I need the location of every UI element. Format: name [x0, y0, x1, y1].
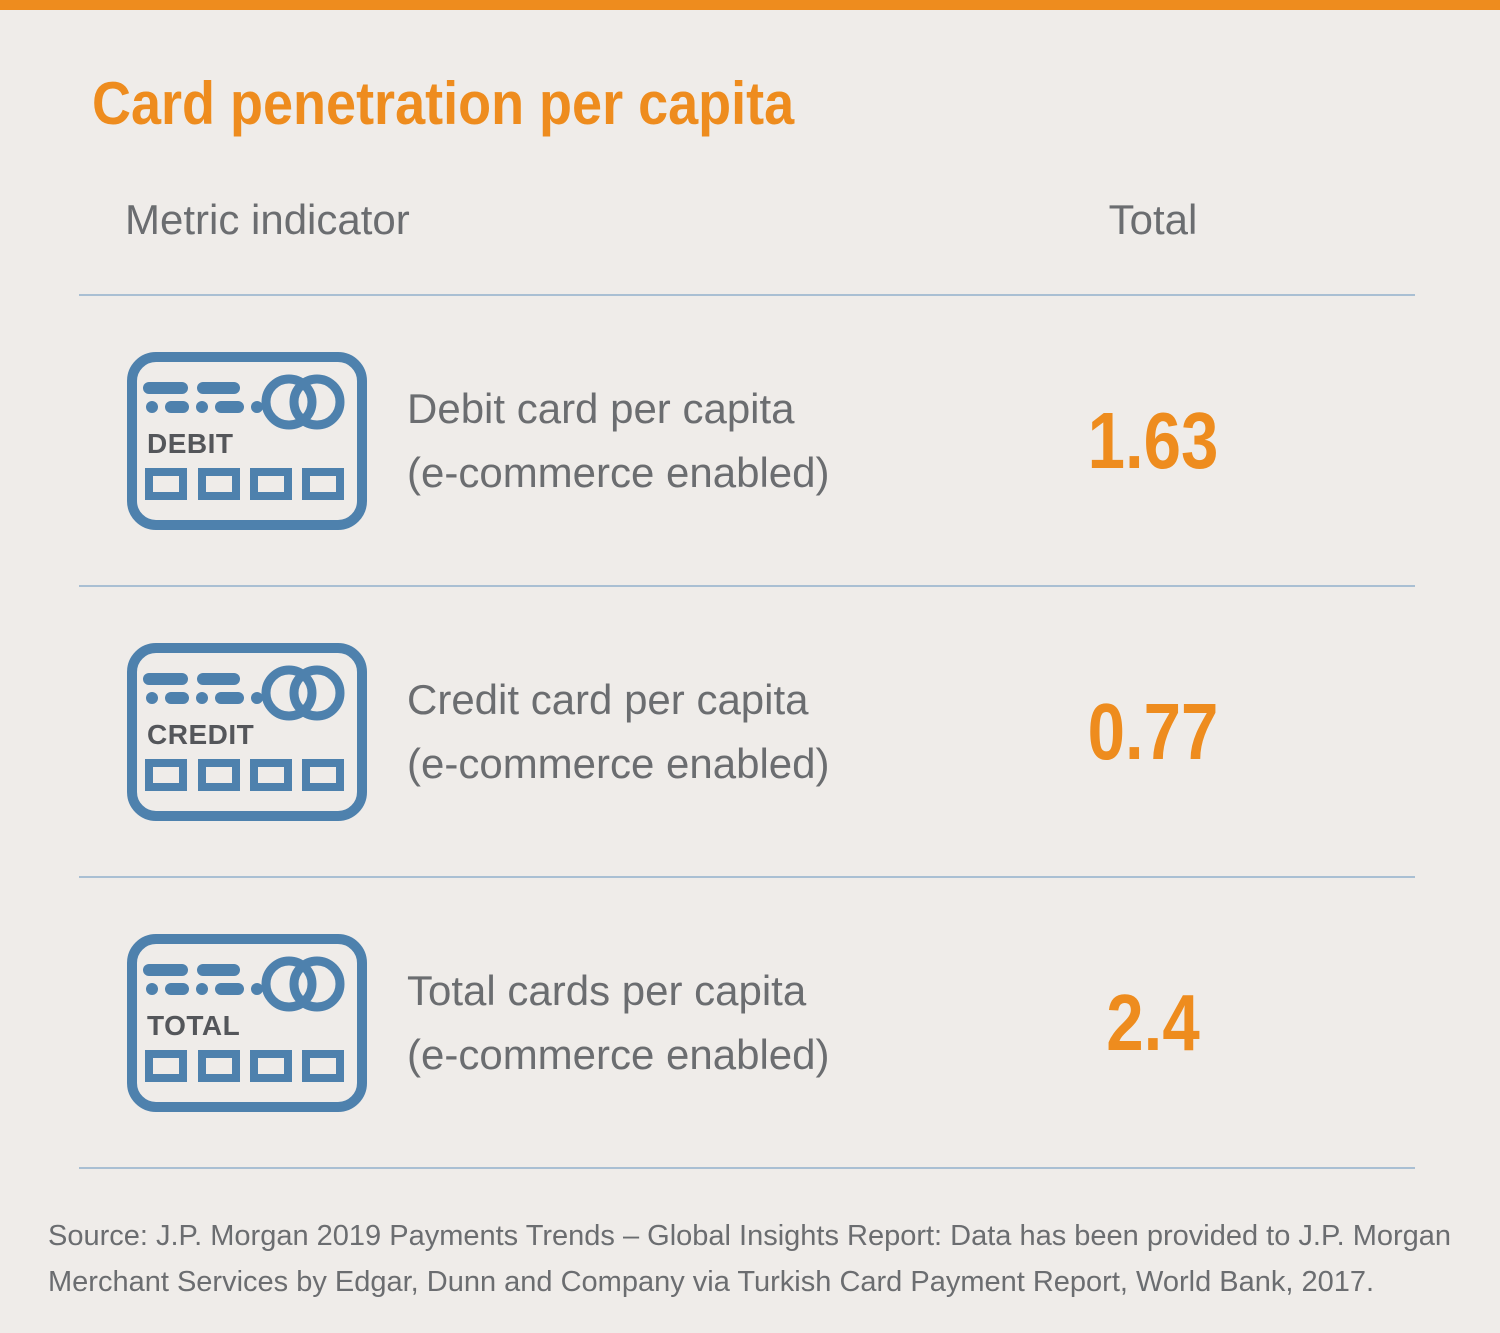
metric-value: 1.63: [1087, 395, 1219, 485]
table-body: DEBIT Debit card per capita (e-commerce …: [79, 294, 1415, 1169]
table-row-total: TOTAL Total cards per capita (e-commerce…: [79, 876, 1415, 1167]
table-row-debit: DEBIT Debit card per capita (e-commerce …: [79, 294, 1415, 585]
metric-description: Total cards per capita (e-commerce enabl…: [407, 959, 830, 1087]
total-column-header: Total: [1108, 196, 1198, 243]
metric-line1: Total cards per capita: [407, 966, 807, 1014]
total-cards-icon: TOTAL: [127, 933, 367, 1112]
card-penetration-table: Metric indicator Total DEBIT: [79, 134, 1415, 1169]
table-row-credit: CREDIT Credit card per capita (e-commerc…: [79, 585, 1415, 876]
source-note: Source: J.P. Morgan 2019 Payments Trends…: [48, 1213, 1460, 1305]
page-title: Card penetration per capita: [92, 70, 795, 137]
table-header-row: Metric indicator Total: [79, 134, 1415, 294]
metric-indicator-column-header: Metric indicator: [125, 196, 410, 243]
card-icon-label: DEBIT: [147, 428, 234, 459]
metric-line2: (e-commerce enabled): [407, 448, 830, 496]
metric-line1: Credit card per capita: [407, 675, 809, 723]
metric-description: Credit card per capita (e-commerce enabl…: [407, 668, 830, 796]
top-accent-bar: [0, 0, 1500, 10]
metric-line1: Debit card per capita: [407, 384, 795, 432]
source-line1: Source: J.P. Morgan 2019 Payments Trends…: [48, 1220, 1452, 1252]
debit-card-icon: DEBIT: [127, 351, 367, 530]
card-icon-label: TOTAL: [147, 1010, 240, 1041]
metric-value: 0.77: [1087, 686, 1219, 776]
source-line2: Merchant Services by Edgar, Dunn and Com…: [48, 1266, 1375, 1298]
metric-line2: (e-commerce enabled): [407, 739, 830, 787]
metric-line2: (e-commerce enabled): [407, 1030, 830, 1078]
metric-value: 2.4: [1106, 977, 1200, 1067]
credit-card-icon: CREDIT: [127, 642, 367, 821]
metric-description: Debit card per capita (e-commerce enable…: [407, 377, 830, 505]
card-icon-label: CREDIT: [147, 719, 254, 750]
